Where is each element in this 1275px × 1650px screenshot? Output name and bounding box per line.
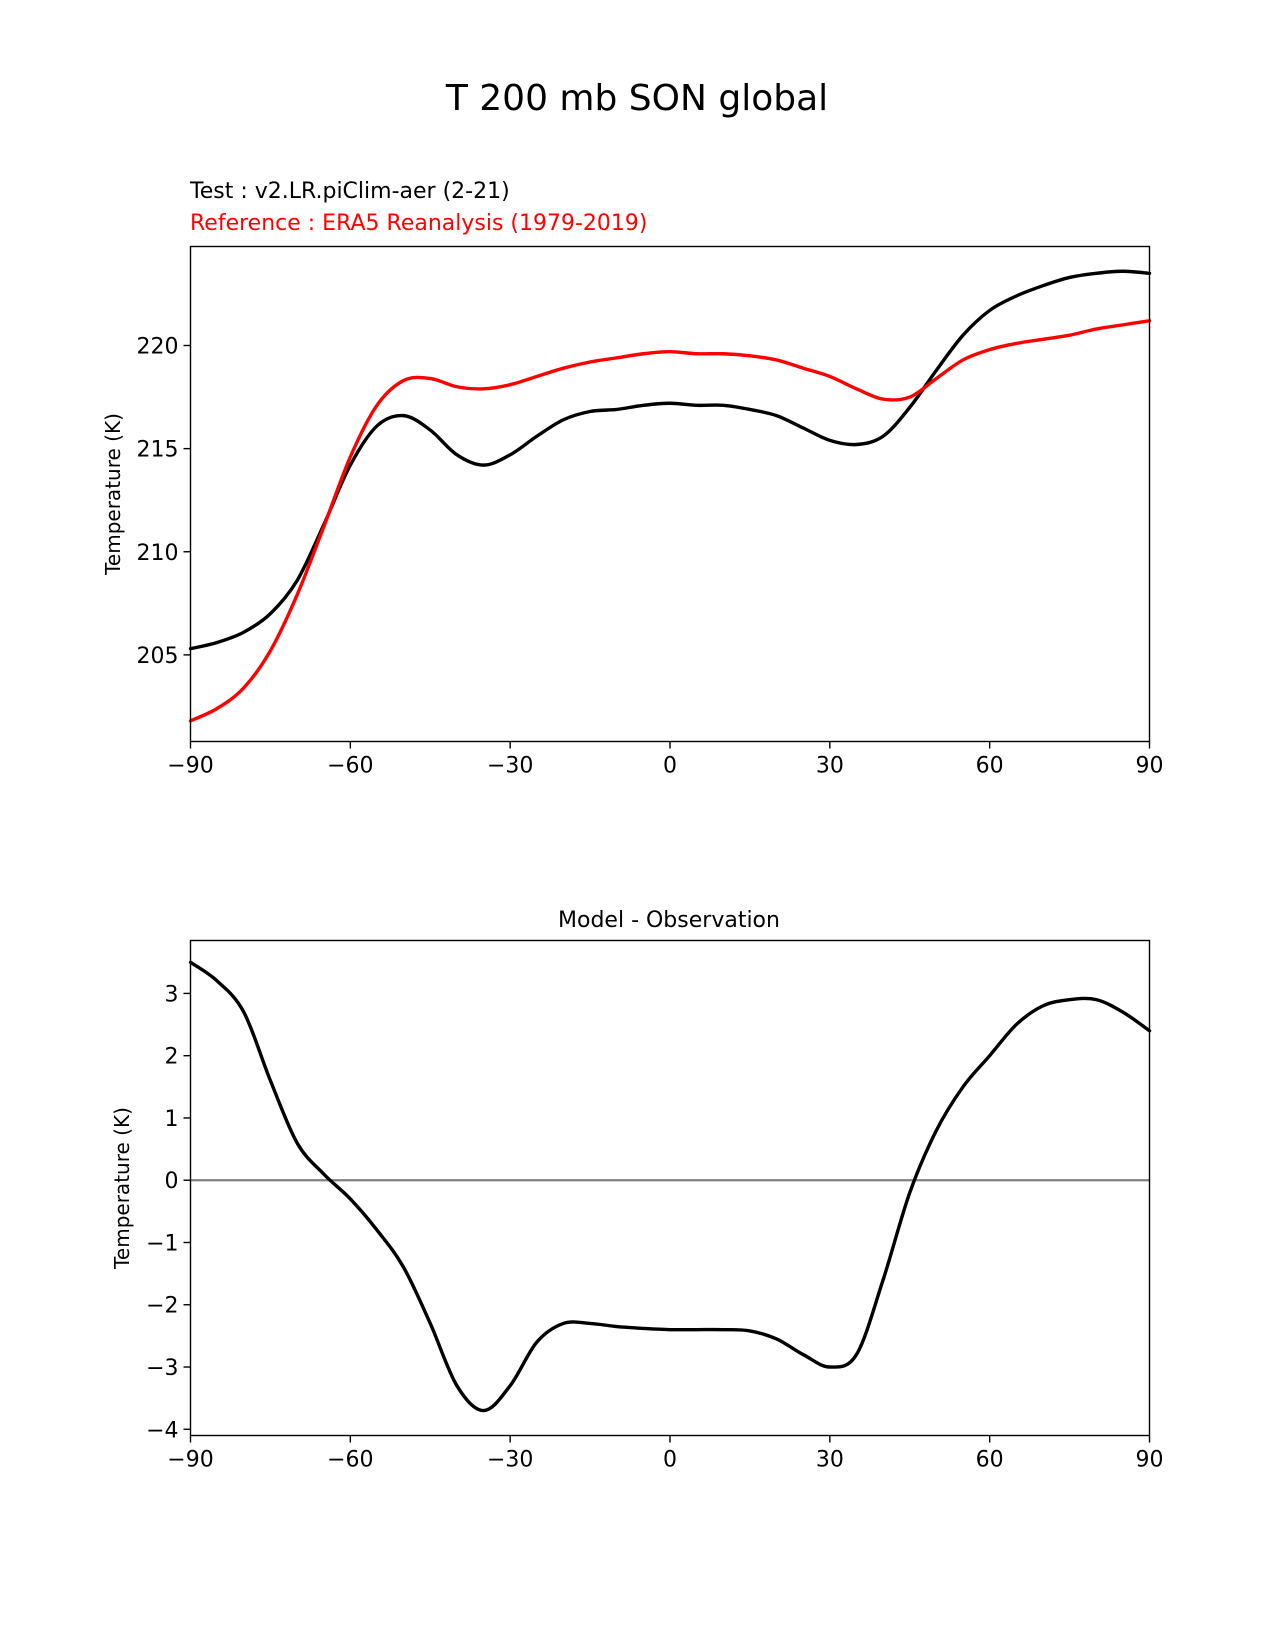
y-tick-label: 215 xyxy=(137,438,179,463)
panel-bottom-series xyxy=(188,960,1152,1413)
y-tick-label: −3 xyxy=(146,1356,178,1381)
x-tick-label: −90 xyxy=(167,1448,213,1473)
y-tick-label: 2 xyxy=(165,1045,179,1070)
panel-bottom-y-axis: −4 −3 −2 −1 0 1 2 3 xyxy=(146,982,191,1443)
x-tick-label: 90 xyxy=(1136,754,1164,779)
y-tick-label: 0 xyxy=(165,1169,179,1194)
panel-top: Test : v2.LR.piClim-aer (2-21) Reference… xyxy=(101,179,1164,779)
panel-bottom-series-line-1 xyxy=(188,960,1152,1413)
panel-bottom-frame xyxy=(189,939,1151,1437)
y-tick-label: 1 xyxy=(165,1107,179,1132)
panel-bottom: Model - Observation −90 −60 −30 0 30 60 90 −4−… xyxy=(110,908,1164,1473)
y-tick-label: −4 xyxy=(146,1418,178,1443)
x-tick-label: 60 xyxy=(976,1448,1004,1473)
panel-top-y-axis: 205 210 215 220 xyxy=(137,335,191,669)
panel-bottom-x-axis: −90 −60 −30 0 30 60 90 xyxy=(167,1435,1164,1473)
panel-top-series-line-1 xyxy=(188,269,1152,651)
test-label: Test : v2.LR.piClim-aer (2-21) xyxy=(189,179,510,204)
panel-top-series-line-2 xyxy=(188,319,1152,723)
y-tick-label: −1 xyxy=(146,1231,178,1256)
x-tick-label: −30 xyxy=(487,1448,533,1473)
panel-top-series xyxy=(188,269,1152,723)
x-tick-label: −30 xyxy=(487,754,533,779)
x-tick-label: 30 xyxy=(816,754,844,779)
panel-bottom-title: Model - Observation xyxy=(558,908,780,933)
y-tick-label: 220 xyxy=(137,335,179,360)
x-tick-label: −90 xyxy=(167,754,213,779)
x-tick-label: −60 xyxy=(327,754,373,779)
x-tick-label: 60 xyxy=(976,754,1004,779)
panel-top-x-axis: −90 −60 −30 0 30 60 90 xyxy=(167,741,1164,779)
y-tick-label: 210 xyxy=(137,541,179,566)
y-tick-label: −2 xyxy=(146,1294,178,1319)
x-tick-label: −60 xyxy=(327,1448,373,1473)
x-tick-label: 0 xyxy=(663,1448,677,1473)
x-tick-label: 0 xyxy=(663,754,677,779)
y-tick-label: 205 xyxy=(137,644,179,669)
x-tick-label: 30 xyxy=(816,1448,844,1473)
figure-title: T 200 mb SON global xyxy=(445,78,828,119)
panel-top-y-label: Temperature (K) xyxy=(101,413,125,576)
y-tick-label: 3 xyxy=(165,982,179,1007)
x-tick-label: 90 xyxy=(1136,1448,1164,1473)
panel-bottom-y-label: Temperature (K) xyxy=(110,1107,134,1270)
reference-label: Reference : ERA5 Reanalysis (1979-2019) xyxy=(190,211,648,236)
